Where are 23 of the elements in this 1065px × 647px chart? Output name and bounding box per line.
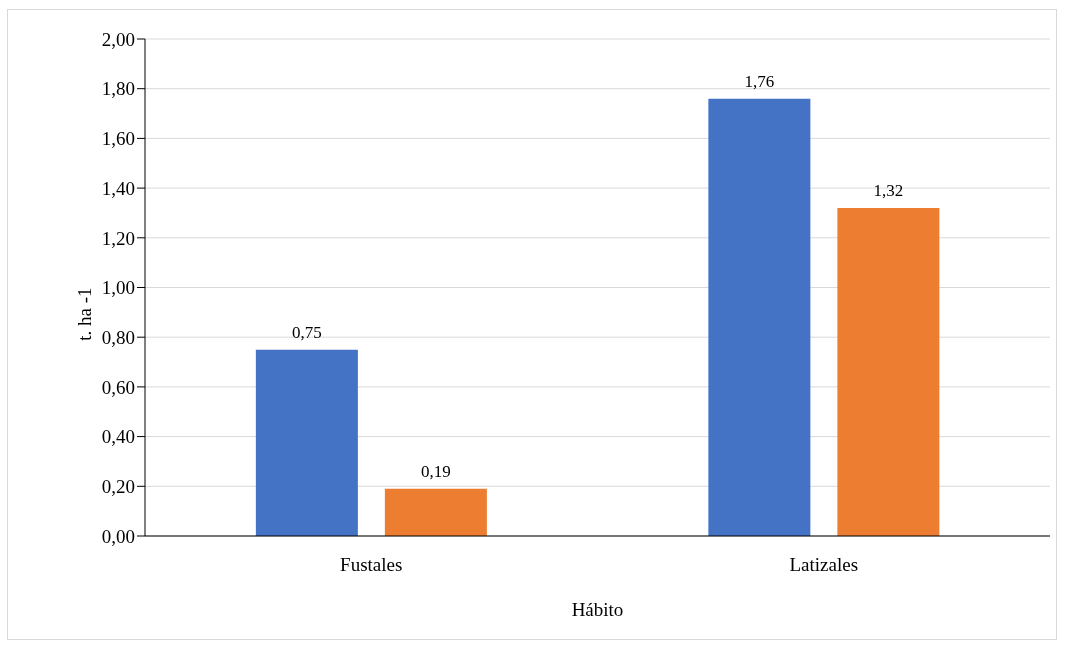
- y-tick-label: 1,60: [101, 128, 135, 150]
- bar: [255, 349, 358, 536]
- x-tick-label: Latizales: [789, 554, 859, 576]
- y-tick-label: 1,40: [101, 177, 135, 199]
- bar: [708, 98, 811, 536]
- x-axis-title: Hábito: [571, 599, 624, 620]
- y-tick-label: 2,00: [101, 28, 135, 50]
- data-label: 0,19: [420, 461, 451, 481]
- y-tick-label: 0,00: [101, 525, 135, 547]
- data-label: 0,75: [291, 322, 322, 342]
- y-tick-label: 1,00: [101, 277, 135, 299]
- y-tick-label: 0,40: [101, 426, 135, 448]
- x-tick-label: Fustales: [340, 554, 403, 576]
- y-tick-label: 0,80: [101, 326, 135, 348]
- data-label: 1,76: [744, 71, 775, 91]
- y-axis-title: t. ha -1: [73, 287, 95, 341]
- y-tick-label: 1,80: [101, 78, 135, 100]
- y-tick-label: 0,60: [101, 376, 135, 398]
- data-label: 1,32: [873, 180, 904, 200]
- bar: [837, 207, 940, 536]
- y-tick-label: 1,20: [101, 227, 135, 249]
- bar: [384, 488, 487, 536]
- y-tick-label: 0,20: [101, 476, 135, 498]
